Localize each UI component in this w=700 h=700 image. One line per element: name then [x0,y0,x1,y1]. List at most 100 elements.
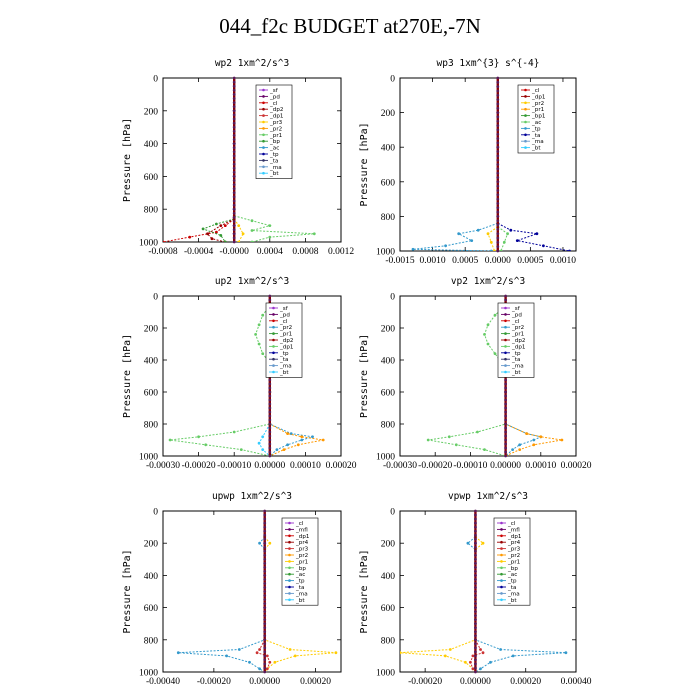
legend: _sf_pd_cl_pr2_pr1_dp2_dp1_tp_ta_ma_bt [265,302,303,378]
data-point [479,648,482,651]
legend: _cl_dp1_pr2_pr1_bp1_ac_tp_ta_ma_bt [517,84,555,154]
profile-marker [232,84,236,88]
profile-marker [474,670,477,674]
legend-label: _bp1 [531,114,546,120]
legend-label: _dp1 [507,534,522,540]
y-tick-label: 800 [144,421,159,431]
legend-label: _dp1 [279,344,294,350]
series-group [163,78,316,242]
data-point [257,323,261,327]
legend-label: _bt [507,598,517,604]
profile-marker [263,654,267,658]
profile-marker [496,150,500,153]
legend-label: _pr1 [295,559,309,565]
legend-marker [262,95,265,98]
profile-marker [474,529,477,533]
profile-marker [474,602,477,605]
legend-label: _pr3 [295,547,309,553]
x-tick-label: -0.00040 [146,677,180,687]
chart-panel-5: upwp 1xm^2/s^3 Pressure [hPa] 0 200 400 600 80… [122,491,342,687]
legend-label: _tp [279,351,289,357]
legend-label: _ma [269,165,282,171]
profile-marker [268,442,272,446]
profile-marker [474,666,477,670]
profile-marker [263,565,267,569]
data-point [255,651,259,655]
data-point [489,249,493,251]
data-point [268,235,272,239]
y-tick-label: 0 [390,508,395,518]
x-tick-label: 0.00000 [490,461,521,471]
profile-marker [474,606,477,609]
profile-marker [263,537,267,541]
profile-marker [474,574,477,577]
legend-marker [504,319,507,323]
profile-marker [504,414,507,418]
profile-marker [268,406,272,410]
legend-marker [288,553,291,557]
profile-marker [496,240,500,244]
profile-marker [263,521,267,525]
legend-marker [500,534,503,538]
profile-marker [232,97,236,100]
profile-marker [232,220,236,223]
data-point [489,240,493,244]
profile-marker [504,438,507,442]
legend-marker [262,101,265,105]
data-point [273,660,277,664]
legend-marker [288,528,291,531]
profile-marker [232,232,236,236]
data-point [476,228,480,232]
legend-label: _tp [531,126,541,132]
data-point [532,443,536,447]
profile-marker [496,163,500,166]
profile-marker [474,509,477,513]
legend-marker [504,325,507,329]
legend-marker [504,306,507,310]
data-point [564,651,568,655]
legend-label: _pr2 [279,325,292,331]
data-point [321,438,325,442]
legend-marker [262,88,265,92]
y-tick-label: 200 [381,540,396,550]
profile-marker [232,187,236,191]
data-point [296,443,300,447]
profile-marker [496,85,500,89]
plot-frame [399,510,577,673]
profile-marker [504,394,507,398]
legend-label: _bp [507,566,518,572]
profile-marker [263,517,267,521]
x-tick-label: 0.00020 [510,677,541,687]
data-point [466,541,470,545]
data-point [288,648,292,651]
profile-marker [263,626,267,630]
data-point [257,441,261,445]
data-point [286,432,289,435]
data-point [215,222,218,226]
profile-marker [474,618,477,622]
legend-label: _pr2 [295,553,308,559]
y-tick-label: 0 [153,293,158,303]
legend-marker [504,332,507,335]
data-point [265,654,269,658]
data-point [215,230,218,234]
profile-marker [504,298,507,302]
data-point [400,651,402,655]
profile-marker [496,245,500,249]
profile-marker [263,557,267,561]
profile-marker [474,537,477,541]
y-tick-label: 600 [381,178,396,188]
profile-marker [263,525,267,529]
data-point [509,228,513,232]
data-point [502,240,506,244]
y-tick-label: 200 [144,540,159,550]
y-tick-label: 400 [144,140,159,150]
profile-marker [474,598,477,601]
legend-marker [262,152,265,156]
chart-title: wp2 1xm^2/s^3 [215,58,289,69]
profile-marker [496,158,500,162]
y-axis-label: Pressure [hPa] [122,334,133,418]
profile-marker [263,642,267,646]
legend-marker [288,534,291,538]
series-line-dp1 [428,305,507,456]
